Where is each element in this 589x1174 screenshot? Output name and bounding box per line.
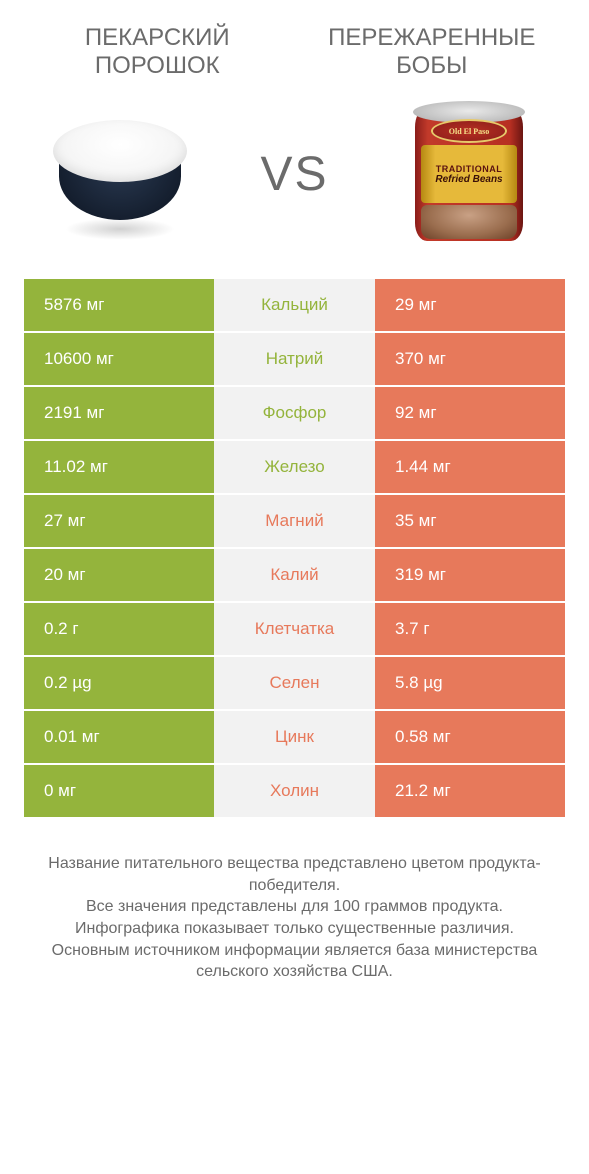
- left-value: 20 мг: [24, 549, 214, 603]
- footer-line4: Основным источником информации является …: [24, 940, 565, 983]
- right-value: 29 мг: [375, 279, 565, 333]
- bowl-icon: [45, 114, 195, 234]
- can-icon: Old El Paso TRADITIONAL Refried Beans: [409, 99, 529, 249]
- right-value: 21.2 мг: [375, 765, 565, 819]
- left-value: 11.02 мг: [24, 441, 214, 495]
- images-row: VS Old El Paso TRADITIONAL Refried Beans: [0, 79, 589, 279]
- nutrient-name: Холин: [214, 765, 375, 819]
- right-value: 92 мг: [375, 387, 565, 441]
- product-left-title: ПЕКАРСКИЙ ПОРОШОК: [20, 24, 295, 79]
- right-value: 370 мг: [375, 333, 565, 387]
- right-value: 0.58 мг: [375, 711, 565, 765]
- vs-label: VS: [260, 147, 328, 202]
- product-right-image: Old El Paso TRADITIONAL Refried Beans: [379, 94, 559, 254]
- table-row: 5876 мгКальций29 мг: [24, 279, 565, 333]
- table-row: 27 мгМагний35 мг: [24, 495, 565, 549]
- table-row: 20 мгКалий319 мг: [24, 549, 565, 603]
- can-text1: TRADITIONAL: [436, 164, 503, 174]
- table-row: 10600 мгНатрий370 мг: [24, 333, 565, 387]
- footer-line2: Все значения представлены для 100 граммо…: [24, 896, 565, 918]
- nutrient-name: Кальций: [214, 279, 375, 333]
- nutrient-name: Магний: [214, 495, 375, 549]
- right-value: 5.8 µg: [375, 657, 565, 711]
- nutrient-name: Цинк: [214, 711, 375, 765]
- product-left-title-line2: ПОРОШОК: [95, 52, 220, 79]
- right-value: 319 мг: [375, 549, 565, 603]
- right-value: 35 мг: [375, 495, 565, 549]
- table-row: 2191 мгФосфор92 мг: [24, 387, 565, 441]
- product-left-title-line1: ПЕКАРСКИЙ: [85, 24, 230, 51]
- left-value: 0.01 мг: [24, 711, 214, 765]
- table-row: 11.02 мгЖелезо1.44 мг: [24, 441, 565, 495]
- table-row: 0.01 мгЦинк0.58 мг: [24, 711, 565, 765]
- table-row: 0.2 µgСелен5.8 µg: [24, 657, 565, 711]
- nutrient-name: Фосфор: [214, 387, 375, 441]
- left-value: 2191 мг: [24, 387, 214, 441]
- header: ПЕКАРСКИЙ ПОРОШОК ПЕРЕЖАРЕННЫЕ БОБЫ: [0, 0, 589, 79]
- nutrient-name: Селен: [214, 657, 375, 711]
- left-value: 0.2 г: [24, 603, 214, 657]
- comparison-table: 5876 мгКальций29 мг10600 мгНатрий370 мг2…: [0, 279, 589, 819]
- product-right-title: ПЕРЕЖАРЕННЫЕ БОБЫ: [295, 24, 570, 79]
- nutrient-name: Клетчатка: [214, 603, 375, 657]
- left-value: 27 мг: [24, 495, 214, 549]
- footer-line3: Инфографика показывает только существенн…: [24, 918, 565, 940]
- nutrient-name: Калий: [214, 549, 375, 603]
- can-text2: Refried Beans: [435, 174, 502, 185]
- nutrient-name: Железо: [214, 441, 375, 495]
- left-value: 0 мг: [24, 765, 214, 819]
- left-value: 5876 мг: [24, 279, 214, 333]
- footer-line1: Название питательного вещества представл…: [24, 853, 565, 896]
- product-right-title-line1: ПЕРЕЖАРЕННЫЕ: [328, 24, 535, 51]
- table-row: 0.2 гКлетчатка3.7 г: [24, 603, 565, 657]
- right-value: 1.44 мг: [375, 441, 565, 495]
- nutrient-name: Натрий: [214, 333, 375, 387]
- product-right-title-line2: БОБЫ: [396, 52, 467, 79]
- product-left-image: [30, 94, 210, 254]
- left-value: 10600 мг: [24, 333, 214, 387]
- right-value: 3.7 г: [375, 603, 565, 657]
- table-row: 0 мгХолин21.2 мг: [24, 765, 565, 819]
- footer-notes: Название питательного вещества представл…: [0, 819, 589, 983]
- left-value: 0.2 µg: [24, 657, 214, 711]
